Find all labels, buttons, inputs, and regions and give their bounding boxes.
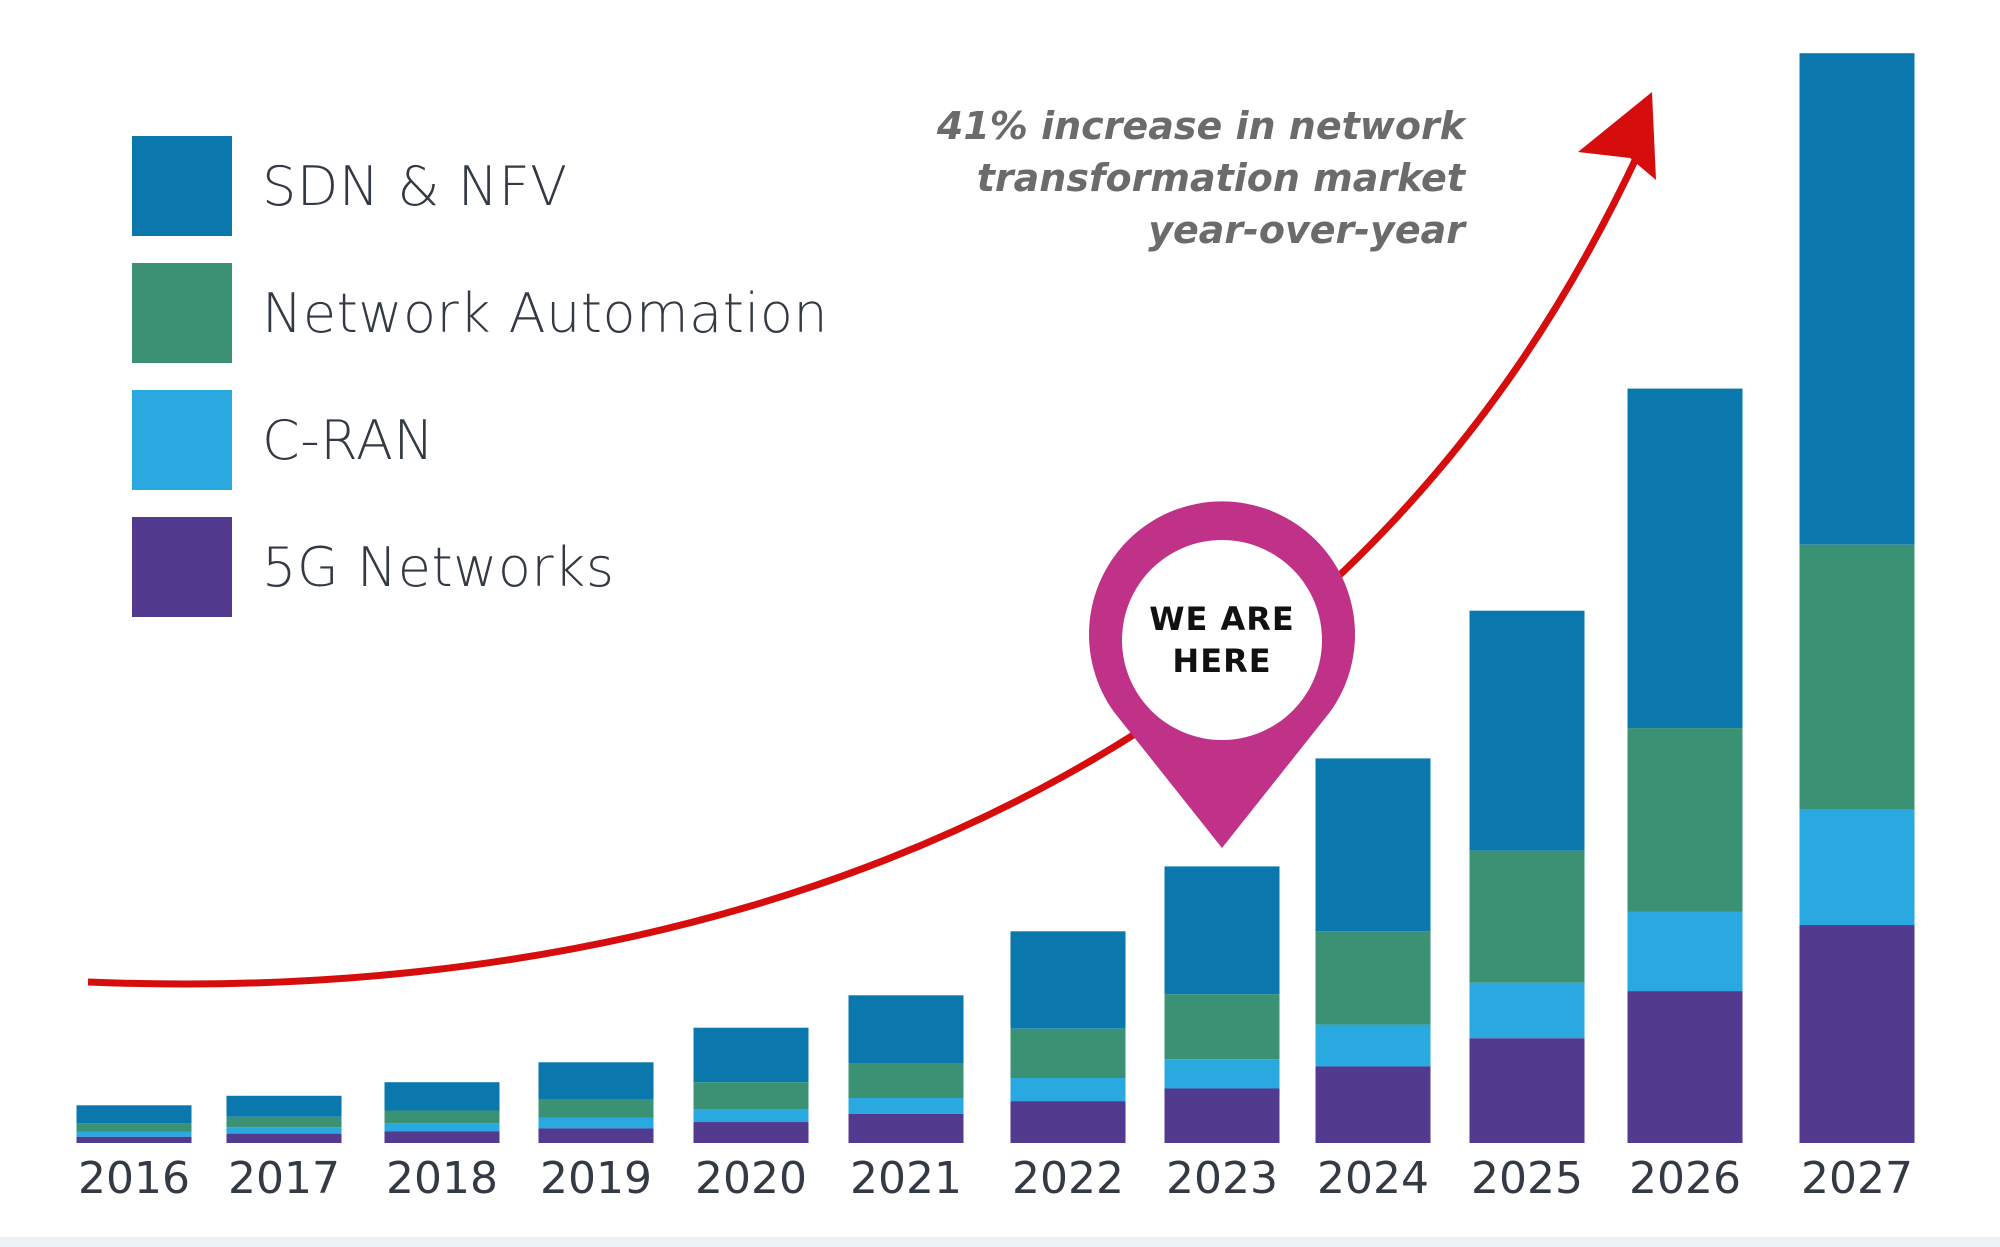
x-tick-label: 2018 (386, 1153, 498, 1204)
bar-segment (538, 1099, 654, 1118)
bar-segment (693, 1122, 809, 1143)
bar-segment (693, 1027, 809, 1083)
pin-label-line: WE ARE (1149, 600, 1295, 638)
growth-annotation: 41% increase in network transformation m… (880, 100, 1465, 256)
x-tick-label: 2017 (228, 1153, 340, 1204)
bar-segment (226, 1095, 342, 1117)
bar-segment (848, 1113, 964, 1143)
bar-segment (1164, 994, 1280, 1060)
bar-segment (384, 1131, 500, 1143)
bar-segment (1469, 1038, 1585, 1143)
legend-label: Network Automation (262, 281, 829, 345)
x-tick-label: 2023 (1166, 1153, 1278, 1204)
legend-label: 5G Networks (262, 535, 615, 599)
legend-item: 5G Networks (132, 517, 828, 617)
bar-segment (1315, 1066, 1431, 1143)
bar-segment (226, 1127, 342, 1134)
legend-swatch (132, 136, 232, 236)
annotation-line: year-over-year (1148, 208, 1465, 252)
x-tick-label: 2024 (1317, 1153, 1429, 1204)
legend-label: SDN & NFV (262, 154, 568, 218)
bars-group (76, 53, 1915, 1143)
bar-segment (1010, 1028, 1126, 1078)
bar-segment (1164, 1088, 1280, 1143)
bar-segment (1164, 1059, 1280, 1089)
bar-segment (1799, 544, 1915, 810)
legend-swatch (132, 517, 232, 617)
bar-segment (1799, 809, 1915, 926)
legend: SDN & NFV Network Automation C-RAN 5G Ne… (132, 136, 828, 644)
bar-segment (1010, 1078, 1126, 1102)
trend-arrow-head (1578, 92, 1656, 180)
bar-segment (76, 1123, 192, 1132)
bar-segment (1315, 758, 1431, 932)
bar-segment (1627, 991, 1743, 1143)
x-tick-label: 2027 (1801, 1153, 1913, 1204)
bar-segment (848, 1097, 964, 1114)
legend-item: Network Automation (132, 263, 828, 363)
bar-segment (76, 1136, 192, 1143)
bar-segment (538, 1062, 654, 1099)
x-tick-label: 2022 (1012, 1153, 1124, 1204)
bar-segment (538, 1117, 654, 1129)
bar-segment (384, 1082, 500, 1111)
x-tick-label: 2021 (850, 1153, 962, 1204)
bar-segment (1010, 931, 1126, 1029)
legend-item: SDN & NFV (132, 136, 828, 236)
bottom-divider (0, 1237, 2000, 1247)
bar-segment (76, 1131, 192, 1137)
bar-segment (848, 1063, 964, 1098)
bar-segment (1469, 850, 1585, 983)
bar-segment (693, 1082, 809, 1110)
legend-swatch (132, 263, 232, 363)
bar-segment (1315, 1024, 1431, 1067)
bar-segment (1315, 931, 1431, 1025)
bar-segment (848, 995, 964, 1064)
x-tick-label: 2019 (540, 1153, 652, 1204)
bar-segment (1799, 53, 1915, 545)
bar-segment (1627, 911, 1743, 991)
legend-label: C-RAN (262, 408, 435, 472)
bar-segment (538, 1128, 654, 1143)
x-tick-label: 2016 (78, 1153, 190, 1204)
pin-label-line: HERE (1172, 642, 1272, 680)
bar-segment (1469, 610, 1585, 851)
bar-segment (384, 1110, 500, 1124)
x-tick-label: 2025 (1471, 1153, 1583, 1204)
x-axis-tick-labels: 2016 2017 2018 2019 2020 2021 2022 2023 2024 2025… (78, 1153, 1913, 1204)
bar-segment (1469, 982, 1585, 1039)
annotation-line: 41% increase in network (936, 104, 1465, 148)
we-are-here-label: WE ARE HERE (1117, 598, 1327, 682)
legend-item: C-RAN (132, 390, 828, 490)
x-tick-label: 2020 (695, 1153, 807, 1204)
x-tick-label: 2026 (1629, 1153, 1741, 1204)
annotation-line: transformation market (976, 156, 1465, 200)
location-pin-inner-circle (1122, 540, 1322, 740)
bar-segment (1164, 866, 1280, 995)
legend-swatch (132, 390, 232, 490)
bar-segment (384, 1123, 500, 1132)
bar-segment (693, 1109, 809, 1123)
bar-segment (226, 1116, 342, 1128)
bar-segment (1010, 1101, 1126, 1143)
bar-segment (76, 1105, 192, 1124)
bar-segment (1627, 728, 1743, 912)
bar-segment (226, 1133, 342, 1143)
bar-segment (1627, 388, 1743, 729)
bar-segment (1799, 925, 1915, 1143)
